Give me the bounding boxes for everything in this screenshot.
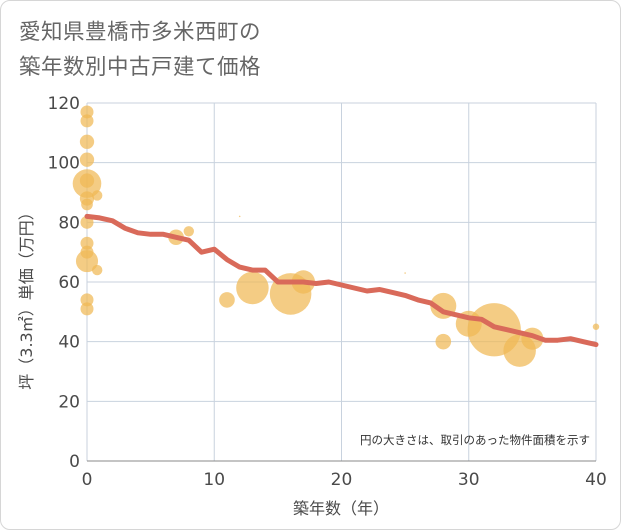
chart-title-line-2: 築年数別中古戸建て価格 <box>19 55 262 80</box>
average-line-series <box>84 213 599 348</box>
bubble-point <box>72 169 102 198</box>
tick-labels: 0 20 40 60 80 100 120 0 10 20 30 40 <box>48 94 607 490</box>
bubble-point <box>91 190 103 201</box>
bubble-point <box>435 333 452 350</box>
x-tick-label: 40 <box>585 470 607 490</box>
bubble-point <box>80 302 94 316</box>
bubble-point <box>592 323 600 330</box>
y-tick-label: 60 <box>58 273 80 293</box>
bubble-point <box>80 293 94 307</box>
y-axis-label: 坪（3.3㎡）単価（万円） <box>17 204 36 389</box>
bubble-series <box>72 105 600 367</box>
y-tick-label: 20 <box>58 392 80 412</box>
bubble-point <box>75 250 99 273</box>
grid <box>86 102 597 462</box>
bubble-point <box>79 134 95 149</box>
bubble-point <box>80 236 94 250</box>
average-price-line <box>84 213 599 348</box>
bubble-point <box>79 152 95 167</box>
x-axis-label: 築年数（年） <box>293 499 389 518</box>
bubble-point <box>238 215 241 218</box>
bubble-point <box>219 292 235 308</box>
y-tick-label: 40 <box>58 333 80 353</box>
chart-title-line-1: 愛知県豊橋市多米西町の <box>19 20 262 45</box>
bubble-point <box>183 226 194 237</box>
y-tick-label: 120 <box>48 94 80 114</box>
x-tick-label: 30 <box>458 470 480 490</box>
bubble-point <box>91 264 103 276</box>
x-tick-label: 10 <box>203 470 225 490</box>
x-tick-label: 0 <box>82 470 93 490</box>
bubble-point <box>80 105 94 119</box>
y-tick-label: 0 <box>69 452 80 472</box>
x-tick-label: 20 <box>331 470 353 490</box>
size-note: 円の大きさは、取引のあった物件面積を示す <box>360 433 590 447</box>
chart-title: 愛知県豊橋市多米西町の 築年数別中古戸建て価格 <box>19 15 579 85</box>
bubble-point <box>81 198 93 211</box>
bubble-point <box>404 272 406 274</box>
y-tick-label: 100 <box>48 154 80 174</box>
y-tick-label: 80 <box>58 213 80 233</box>
bubble-point <box>236 271 269 305</box>
bubble-point <box>80 114 94 128</box>
